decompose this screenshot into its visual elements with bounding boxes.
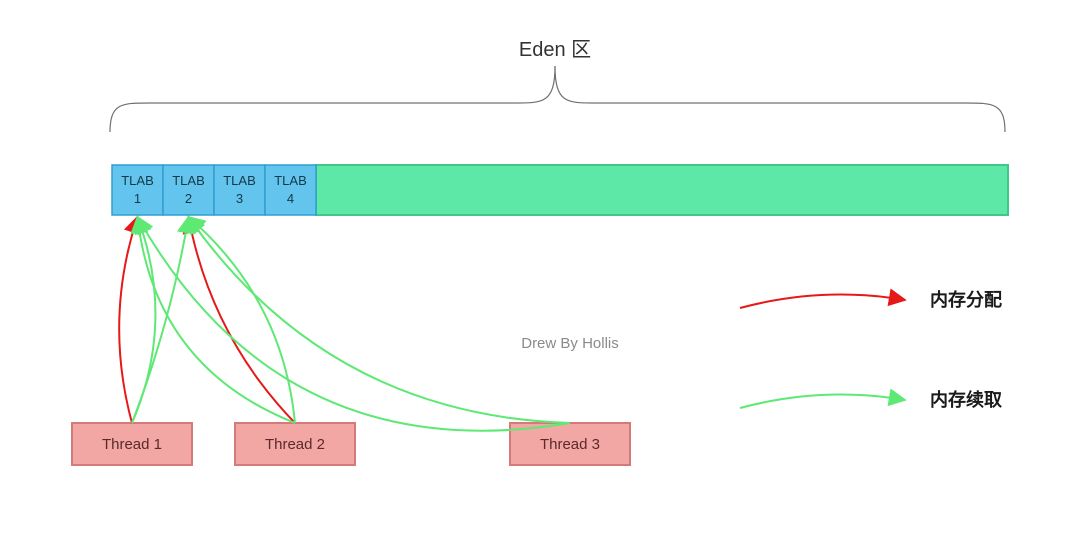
edge-green-t3-to-tlab2 xyxy=(189,217,571,423)
tlab-cell-3-label-top: TLAB xyxy=(223,173,256,188)
eden-free-region xyxy=(316,165,1008,215)
tlab-cell-2-label-bottom: 2 xyxy=(185,191,192,206)
thread-node-2-label: Thread 2 xyxy=(265,436,325,453)
edge-red-t2-to-tlab2 xyxy=(189,217,296,423)
edge-red-t1-to-tlab1 xyxy=(119,217,137,423)
legend-label-1: 内存分配 xyxy=(930,289,1002,310)
credit-text: Drew By Hollis xyxy=(521,335,619,352)
tlab-cell-1-label-bottom: 1 xyxy=(134,191,141,206)
eden-brace-left xyxy=(110,66,555,132)
legend-swatch-2 xyxy=(740,395,905,408)
eden-brace-right xyxy=(555,66,1005,132)
edge-green-t2-to-tlab2 xyxy=(189,217,296,423)
thread-node-1-label: Thread 1 xyxy=(102,436,162,453)
diagram-title: Eden 区 xyxy=(519,39,591,61)
tlab-cell-4-label-bottom: 4 xyxy=(287,191,294,206)
edge-green-t1-to-tlab2 xyxy=(132,217,189,423)
legend-swatch-1 xyxy=(740,295,905,308)
tlab-cell-4-label-top: TLAB xyxy=(274,173,307,188)
tlab-cell-2-label-top: TLAB xyxy=(172,173,205,188)
tlab-cell-1-label-top: TLAB xyxy=(121,173,154,188)
edge-green-t2-to-tlab1 xyxy=(138,217,296,423)
thread-node-3-label: Thread 3 xyxy=(540,436,600,453)
tlab-cell-3-label-bottom: 3 xyxy=(236,191,243,206)
legend-label-2: 内存续取 xyxy=(930,389,1003,410)
edge-green-t3-to-tlab1 xyxy=(138,217,571,431)
